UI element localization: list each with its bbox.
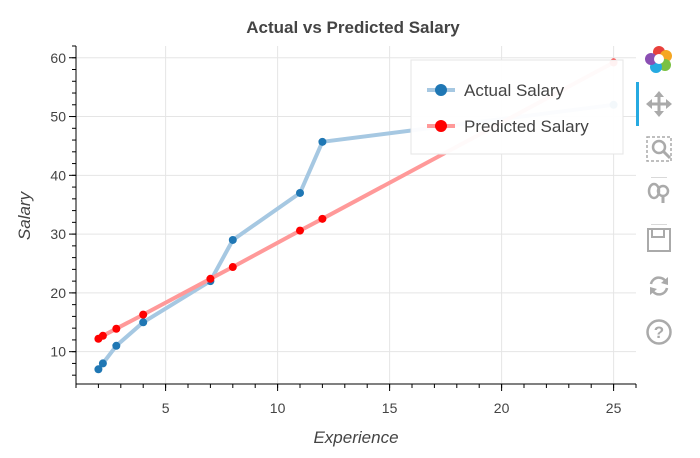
y-tick-label: 10 (50, 344, 66, 360)
series-point-1 (98, 331, 107, 340)
reset-icon[interactable] (642, 269, 676, 303)
series-point-1 (296, 226, 304, 235)
save-icon[interactable] (642, 222, 676, 256)
y-axis-label: Salary (15, 190, 34, 240)
series-point-0 (296, 188, 304, 197)
svg-text:?: ? (654, 323, 664, 342)
legend: Actual Salary Predicted Salary (410, 59, 624, 155)
y-tick-label: 40 (50, 167, 66, 183)
x-axis-label: Experience (313, 428, 398, 447)
y-tick-label: 60 (50, 50, 66, 66)
series-point-0 (139, 318, 148, 327)
series-point-1 (139, 310, 148, 319)
help-icon[interactable]: ? (642, 315, 676, 349)
series-point-1 (112, 324, 121, 333)
y-tick-label: 50 (50, 109, 66, 125)
x-tick-label: 5 (162, 400, 170, 416)
series-point-0 (94, 365, 103, 374)
series-layer (94, 58, 618, 374)
y-tick-label: 20 (50, 285, 66, 301)
x-tick-label: 15 (382, 400, 398, 416)
series-point-1 (318, 214, 327, 223)
chart-title: Actual vs Predicted Salary (246, 18, 460, 37)
x-tick-label: 25 (606, 400, 622, 416)
series-point-1 (228, 263, 237, 272)
legend-marker-0 (435, 84, 447, 96)
legend-marker-1 (435, 120, 447, 132)
legend-label-0: Actual Salary (464, 81, 565, 100)
pan-icon[interactable] (642, 87, 676, 121)
series-point-0 (228, 235, 237, 244)
x-tick-label: 10 (270, 400, 286, 416)
legend-box (410, 59, 624, 155)
box-zoom-icon[interactable] (642, 132, 676, 166)
bokeh-logo-icon[interactable] (642, 42, 676, 76)
series-point-1 (206, 274, 215, 283)
series-point-0 (318, 137, 327, 146)
legend-label-1: Predicted Salary (464, 117, 589, 136)
wheel-zoom-icon[interactable] (642, 174, 676, 208)
active-tool-indicator (636, 82, 639, 126)
axes: 5 10 15 20 25 10 20 30 40 50 60 (50, 45, 637, 416)
x-tick-label: 20 (494, 400, 510, 416)
series-point-0 (112, 341, 121, 350)
y-tick-label: 30 (50, 226, 66, 242)
series-point-0 (98, 359, 107, 368)
